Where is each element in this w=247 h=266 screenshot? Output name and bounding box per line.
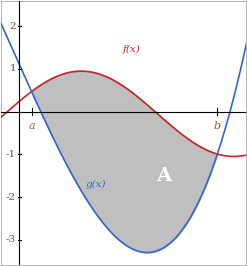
Text: f(x): f(x) bbox=[123, 45, 140, 54]
Text: -1: -1 bbox=[6, 150, 16, 159]
Text: 2: 2 bbox=[9, 22, 16, 31]
Text: 1: 1 bbox=[9, 64, 16, 73]
Text: -3: -3 bbox=[6, 235, 16, 244]
Text: a: a bbox=[28, 121, 35, 131]
Text: A: A bbox=[156, 167, 171, 185]
Text: -2: -2 bbox=[6, 193, 16, 202]
Text: g(x): g(x) bbox=[85, 180, 106, 189]
Text: b: b bbox=[214, 121, 221, 131]
